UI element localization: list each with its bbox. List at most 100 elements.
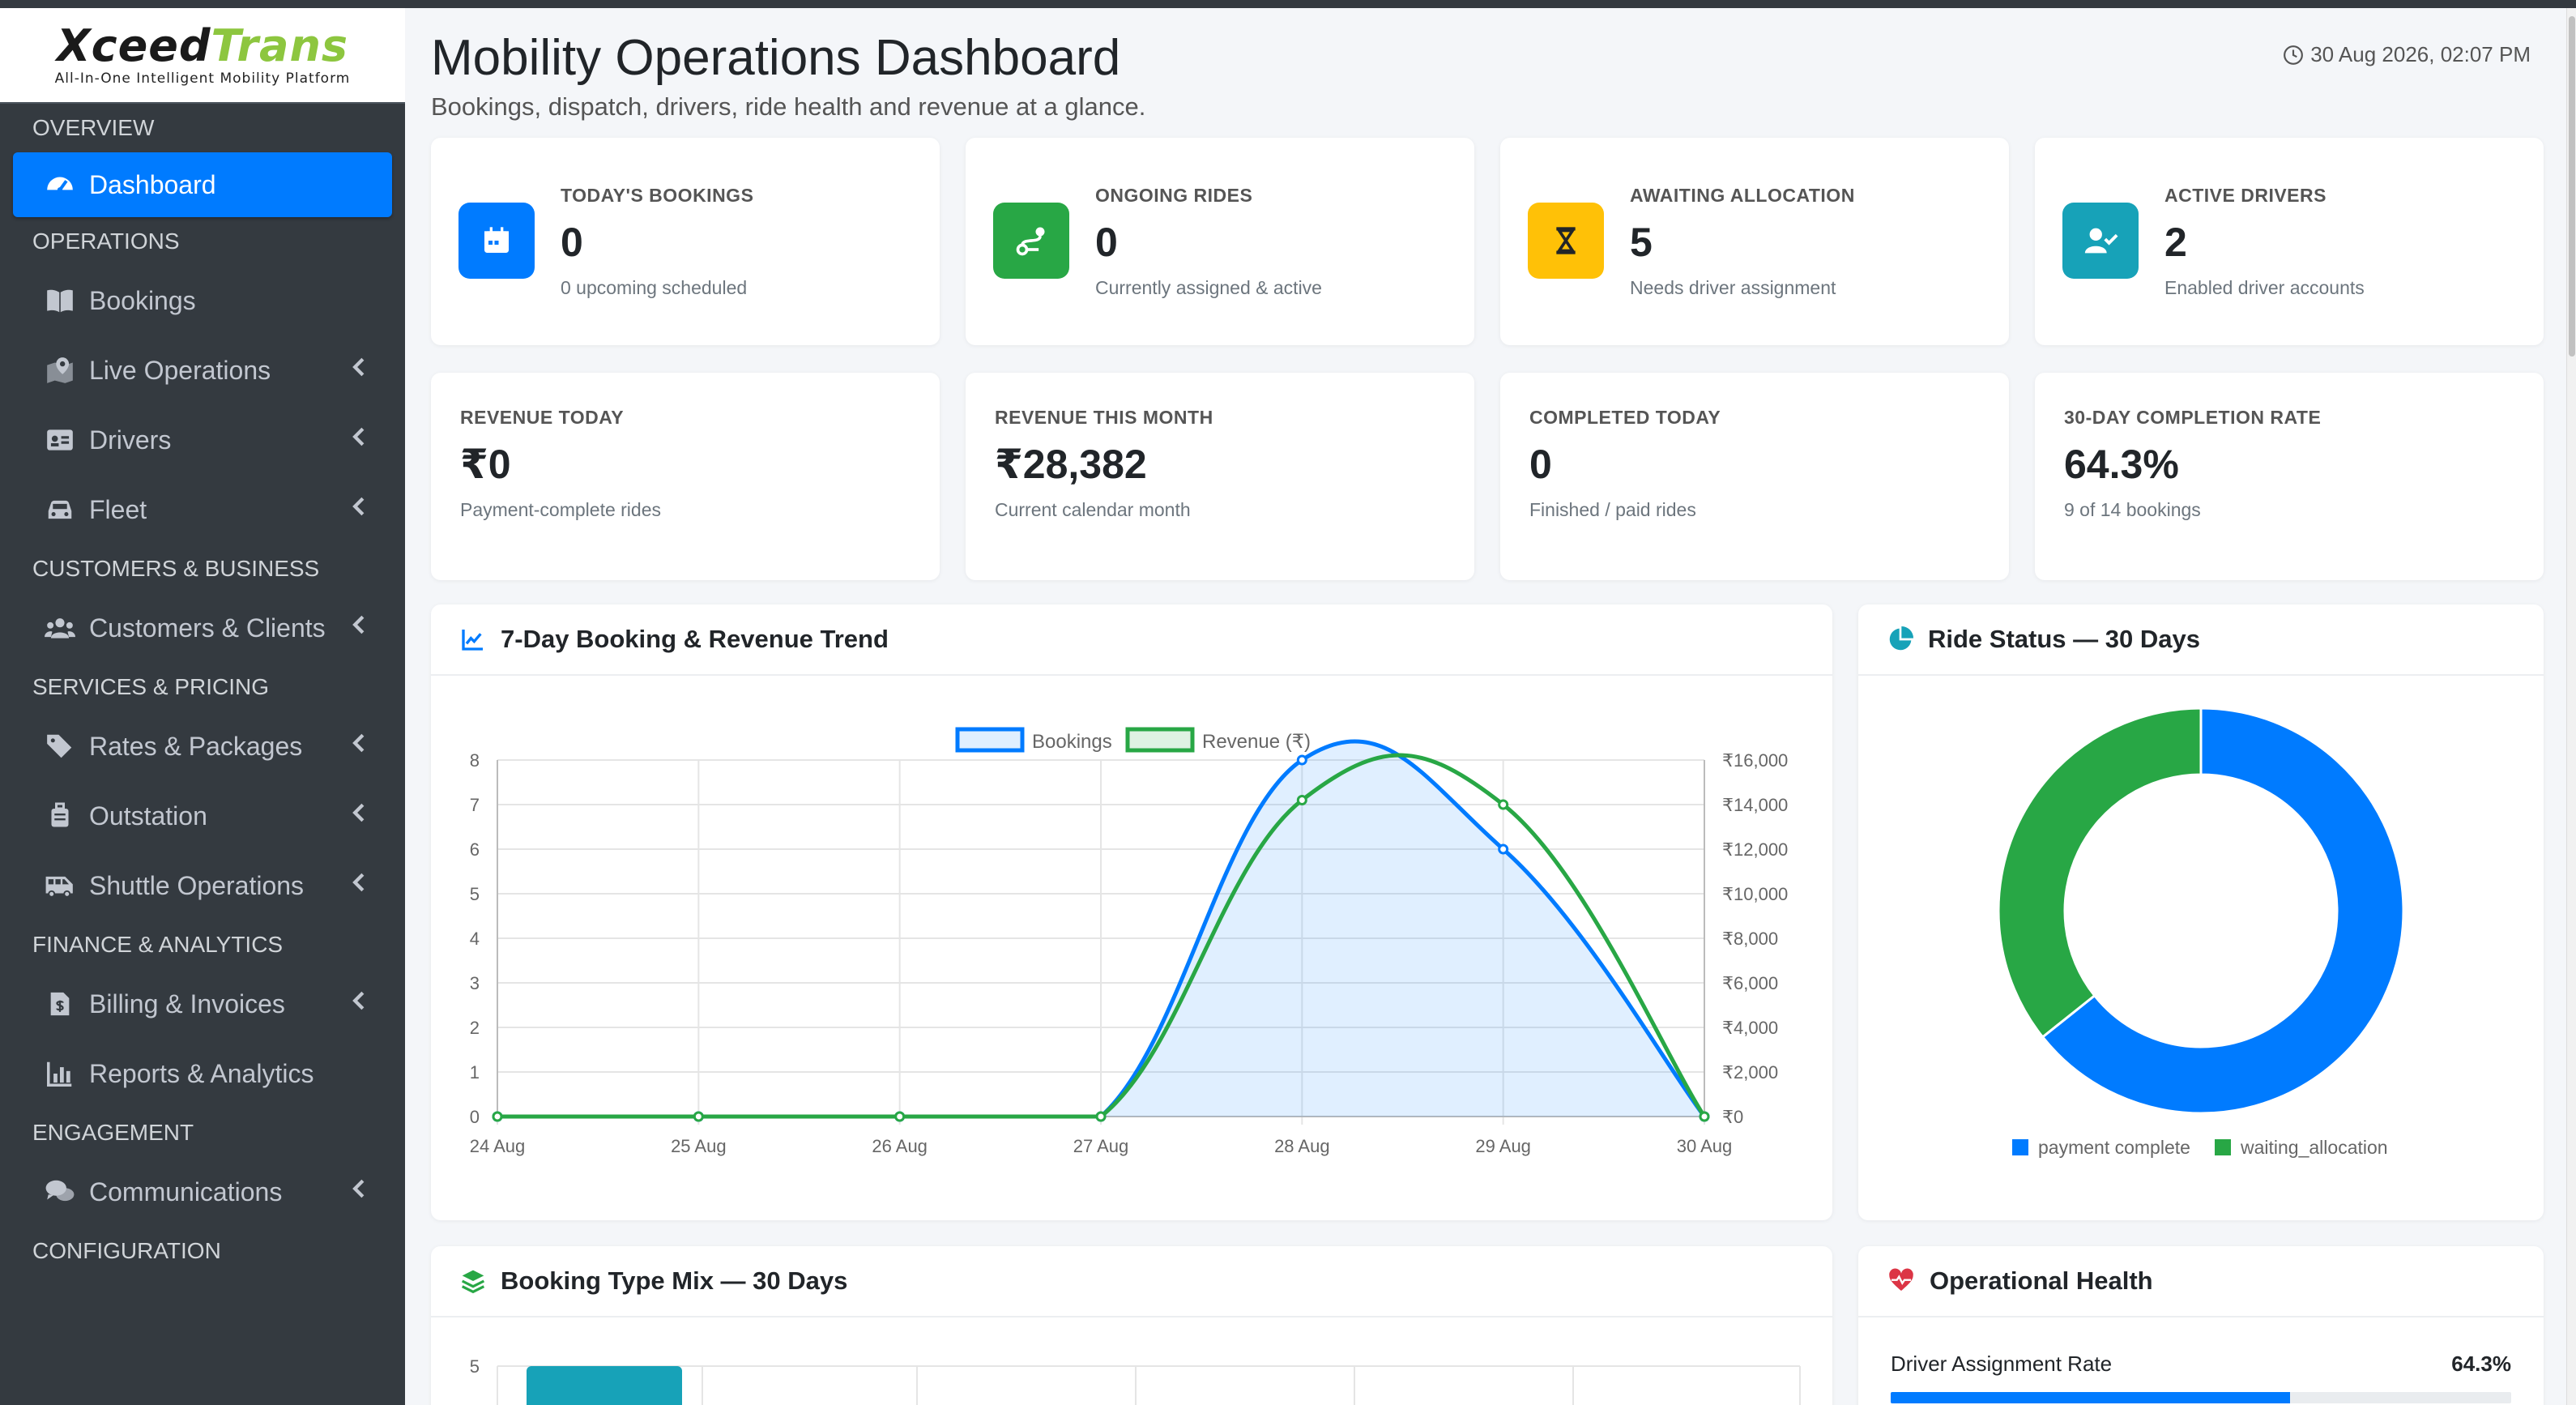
heartbeat-icon bbox=[1889, 1268, 1913, 1291]
calendar-icon bbox=[458, 203, 535, 279]
sidebar-item-shuttle-operations[interactable]: Shuttle Operations bbox=[0, 851, 405, 920]
y-right-tick: ₹10,000 bbox=[1722, 884, 1788, 904]
kpi-label: TODAY'S BOOKINGS bbox=[561, 185, 754, 206]
sidebar-item-label: Reports & Analytics bbox=[89, 1058, 314, 1088]
x-tick: 25 Aug bbox=[671, 1136, 727, 1156]
nav-section-header: CONFIGURATION bbox=[32, 1238, 221, 1263]
scrollbar[interactable] bbox=[2566, 8, 2576, 1405]
x-tick: 26 Aug bbox=[872, 1136, 928, 1156]
y-right-tick: ₹0 bbox=[1722, 1107, 1743, 1127]
sidebar-item-fleet[interactable]: Fleet bbox=[0, 475, 405, 544]
invoice-icon bbox=[42, 988, 78, 1020]
kpi-note: Currently assigned & active bbox=[1095, 277, 1322, 298]
sidebar-item-label: Outstation bbox=[89, 801, 207, 831]
kpi-revenue-month: REVENUE THIS MONTH ₹28,382 Current calen… bbox=[966, 373, 1474, 580]
sidebar-item-outstation[interactable]: Outstation bbox=[0, 781, 405, 851]
y-left-tick: 0 bbox=[470, 1107, 480, 1127]
scrollbar-thumb[interactable] bbox=[2569, 16, 2575, 357]
mix-card: Booking Type Mix — 30 Days 5 bbox=[431, 1246, 1832, 1405]
kpi-value: 2 bbox=[2164, 220, 2187, 265]
nav-section-header: CUSTOMERS & BUSINESS bbox=[32, 556, 320, 581]
mix-card-header: Booking Type Mix — 30 Days bbox=[431, 1246, 1832, 1317]
layers-icon bbox=[461, 1270, 485, 1294]
legend-swatch-0 bbox=[2012, 1139, 2028, 1155]
kpi-label: REVENUE TODAY bbox=[460, 407, 625, 428]
sidebar-item-rates-packages[interactable]: Rates & Packages bbox=[0, 711, 405, 781]
kpi-completion-rate: 30-DAY COMPLETION RATE 64.3% 9 of 14 boo… bbox=[2035, 373, 2544, 580]
status-card-title: Ride Status — 30 Days bbox=[1928, 625, 2200, 653]
hourglass-icon bbox=[1528, 203, 1604, 279]
series-point-1 bbox=[894, 1111, 906, 1122]
datetime-text: 30 Aug 2026, 02:07 PM bbox=[2310, 42, 2531, 66]
sidebar-item-dashboard[interactable]: Dashboard bbox=[13, 152, 392, 217]
sidebar-item-drivers[interactable]: Drivers bbox=[0, 405, 405, 475]
chevron-left-icon bbox=[352, 614, 366, 642]
nav-section-header: SERVICES & PRICING bbox=[32, 674, 270, 699]
mix-card-title: Booking Type Mix — 30 Days bbox=[501, 1266, 848, 1295]
sidebar-item-live-operations[interactable]: Live Operations bbox=[0, 335, 405, 405]
sidebar-item-customers-clients[interactable]: Customers & Clients bbox=[0, 593, 405, 663]
health-progress-bar bbox=[1891, 1392, 2511, 1403]
y-right-tick: ₹16,000 bbox=[1722, 750, 1788, 771]
route-icon bbox=[993, 203, 1069, 279]
kpi-note: Payment-complete rides bbox=[460, 499, 661, 520]
kpi-label: REVENUE THIS MONTH bbox=[995, 407, 1213, 428]
clock-icon bbox=[2284, 45, 2304, 65]
status-chart: payment complete waiting_allocation bbox=[1997, 707, 2405, 1158]
kpi-revenue-today: REVENUE TODAY ₹0 Payment-complete rides bbox=[431, 373, 940, 580]
health-card: Operational Health Driver Assignment Rat… bbox=[1858, 1246, 2544, 1405]
y-right-tick: ₹12,000 bbox=[1722, 839, 1788, 860]
sidebar-nav: OVERVIEW Dashboard OPERATIONS Bookings Live … bbox=[0, 104, 405, 1275]
legend-swatch-1 bbox=[2215, 1139, 2231, 1155]
book-icon bbox=[42, 284, 78, 317]
x-tick: 30 Aug bbox=[1677, 1136, 1733, 1156]
bar-chart-icon bbox=[42, 1057, 78, 1090]
sidebar-item-label: Customers & Clients bbox=[89, 613, 326, 643]
trend-chart: 0 1 2 3 4 5 6 7 8 ₹0 ₹2,000 ₹4,000 ₹6,000 ₹8,000 ₹10,0… bbox=[470, 727, 1788, 1156]
sidebar-item-label: Dashboard bbox=[89, 169, 216, 199]
shuttle-van-icon bbox=[42, 869, 78, 902]
map-marker-icon bbox=[42, 354, 78, 386]
sidebar-item-label: Live Operations bbox=[89, 355, 271, 385]
kpi-active-drivers: ACTIVE DRIVERS 2 Enabled driver accounts bbox=[2035, 138, 2544, 345]
kpi-value: 0 bbox=[1095, 220, 1118, 265]
nav-section-header: ENGAGEMENT bbox=[32, 1120, 194, 1145]
pie-chart-icon bbox=[1889, 626, 1913, 651]
kpi-note: 9 of 14 bookings bbox=[2064, 499, 2201, 520]
mix-chart: 5 bbox=[470, 1356, 1801, 1405]
kpi-label: AWAITING ALLOCATION bbox=[1630, 185, 1855, 206]
sidebar-item-label: Drivers bbox=[89, 425, 172, 455]
brand-logo[interactable]: XceedTrans All-In-One Intelligent Mobili… bbox=[0, 8, 405, 104]
series-point-1 bbox=[693, 1111, 704, 1122]
sidebar-item-label: Billing & Invoices bbox=[89, 989, 285, 1019]
kpi-ongoing-rides: ONGOING RIDES 0 Currently assigned & act… bbox=[966, 138, 1474, 345]
kpi-note: Needs driver assignment bbox=[1630, 277, 1836, 298]
series-point-0 bbox=[1296, 754, 1307, 766]
sidebar-item-billing-invoices[interactable]: Billing & Invoices bbox=[0, 969, 405, 1039]
legend-swatch-1 bbox=[1125, 727, 1195, 753]
y-right-tick: ₹8,000 bbox=[1722, 929, 1778, 949]
nav-section-header: OPERATIONS bbox=[32, 228, 180, 254]
sidebar-item-label: Shuttle Operations bbox=[89, 870, 305, 900]
y-right-tick: ₹2,000 bbox=[1722, 1062, 1778, 1083]
sidebar-item-label: Communications bbox=[89, 1177, 283, 1206]
trend-card: 7-Day Booking & Revenue Trend 0 1 2 3 4 5 6 7 8 ₹… bbox=[431, 604, 1832, 1220]
page-title: Mobility Operations Dashboard bbox=[431, 30, 1121, 86]
sidebar-item-bookings[interactable]: Bookings bbox=[0, 266, 405, 335]
kpi-note: Finished / paid rides bbox=[1529, 499, 1696, 520]
y-left-tick: 3 bbox=[470, 973, 480, 993]
datetime: 30 Aug 2026, 02:07 PM bbox=[2283, 42, 2531, 67]
car-icon bbox=[42, 493, 78, 526]
y-tick: 5 bbox=[470, 1356, 480, 1377]
sidebar-item-reports-analytics[interactable]: Reports & Analytics bbox=[0, 1039, 405, 1108]
series-point-0 bbox=[1498, 843, 1509, 855]
nav-section-header: FINANCE & ANALYTICS bbox=[32, 932, 284, 957]
sidebar-item-label: Fleet bbox=[89, 494, 147, 524]
health-progress-fill bbox=[1891, 1392, 2290, 1403]
y-left-tick: 1 bbox=[470, 1062, 480, 1083]
sidebar-item-communications[interactable]: Communications bbox=[0, 1157, 405, 1227]
kpi-label: ACTIVE DRIVERS bbox=[2164, 185, 2327, 206]
slice-0 bbox=[2041, 707, 2405, 1115]
tags-icon bbox=[42, 730, 78, 762]
